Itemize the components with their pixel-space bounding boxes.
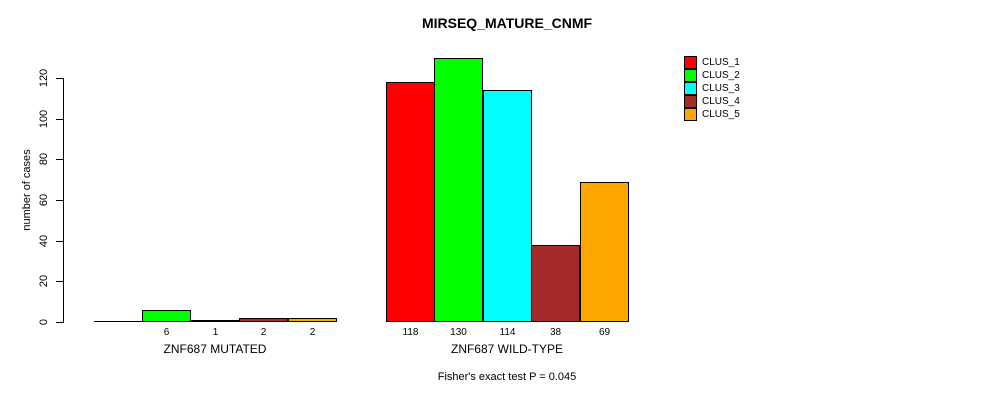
- y-tick: [56, 200, 63, 201]
- legend-label: CLUS_5: [702, 109, 740, 120]
- legend-label: CLUS_2: [702, 70, 740, 81]
- legend-swatch: [684, 56, 697, 69]
- bar: [483, 90, 532, 322]
- bar: [580, 182, 629, 322]
- bar-value-label: 69: [598, 327, 611, 338]
- group-label: ZNF687 MUTATED: [163, 342, 267, 356]
- y-tick: [56, 78, 63, 79]
- legend-swatch: [684, 82, 697, 95]
- y-tick: [56, 159, 63, 160]
- bar: [288, 318, 337, 322]
- bar-value-label: 1: [212, 327, 219, 338]
- legend-item: CLUS_1: [684, 56, 740, 69]
- y-axis-line: [63, 78, 64, 323]
- group-label: ZNF687 WILD-TYPE: [450, 342, 564, 356]
- y-tick: [56, 322, 63, 323]
- chart-title: MIRSEQ_MATURE_CNMF: [421, 15, 593, 31]
- bar: [191, 320, 240, 322]
- legend-item: CLUS_5: [684, 108, 740, 121]
- bar-value-label: 118: [402, 327, 419, 338]
- y-tick-label: 120: [38, 68, 50, 88]
- bar-value-label: 6: [163, 327, 170, 338]
- legend-item: CLUS_4: [684, 95, 740, 108]
- legend-swatch: [684, 108, 697, 121]
- y-tick-label: 40: [38, 234, 50, 248]
- bar: [142, 310, 191, 322]
- bar-value-label: 114: [499, 327, 516, 338]
- legend: CLUS_1 CLUS_2 CLUS_3 CLUS_4 CLUS_5: [684, 56, 740, 121]
- bar-value-label: 130: [450, 327, 467, 338]
- y-tick-label: 80: [38, 152, 50, 166]
- y-tick-label: 100: [38, 109, 50, 129]
- y-tick-label: 0: [38, 318, 50, 326]
- y-tick-label: 60: [38, 193, 50, 207]
- bar: [434, 58, 483, 322]
- bar: [386, 82, 435, 322]
- bar: [94, 321, 143, 322]
- legend-swatch: [684, 95, 697, 108]
- bar-value-label: 2: [260, 327, 267, 338]
- legend-label: CLUS_3: [702, 83, 740, 94]
- bar-value-label: 38: [549, 327, 562, 338]
- bar-value-label: 2: [309, 327, 316, 338]
- bar: [531, 245, 580, 322]
- y-tick: [56, 281, 63, 282]
- legend-item: CLUS_3: [684, 82, 740, 95]
- y-tick-label: 20: [38, 274, 50, 288]
- y-tick: [56, 119, 63, 120]
- legend-swatch: [684, 69, 697, 82]
- bar: [239, 318, 288, 322]
- legend-label: CLUS_1: [702, 57, 740, 68]
- y-axis-title: number of cases: [21, 149, 33, 231]
- y-tick: [56, 241, 63, 242]
- legend-item: CLUS_2: [684, 69, 740, 82]
- fisher-test-note: Fisher's exact test P = 0.045: [437, 371, 577, 383]
- legend-label: CLUS_4: [702, 96, 740, 107]
